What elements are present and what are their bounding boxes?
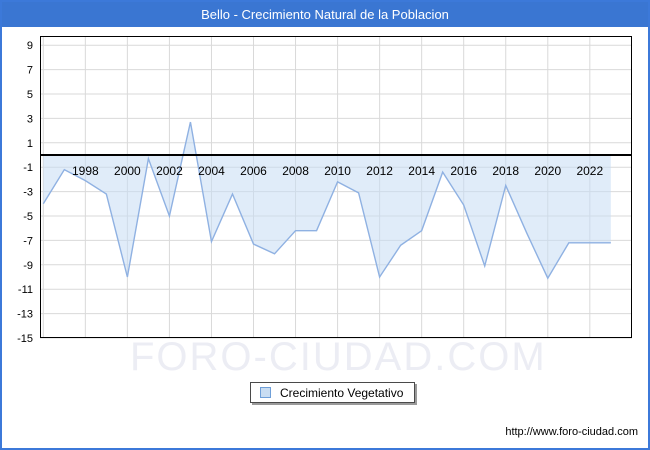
x-tick-label: 2016 (450, 164, 477, 178)
y-tick-label: -13 (17, 309, 33, 321)
x-tick-label: 2014 (408, 164, 435, 178)
series-area (43, 122, 611, 279)
x-tick-label: 2006 (240, 164, 267, 178)
y-tick-label: -7 (23, 235, 33, 247)
x-tick-label: 2002 (156, 164, 183, 178)
x-tick-label: 2022 (576, 164, 603, 178)
y-tick-label: 7 (27, 65, 33, 77)
x-tick-label: 2020 (534, 164, 561, 178)
x-tick-label: 2008 (282, 164, 309, 178)
legend-label: Crecimiento Vegetativo (280, 385, 404, 400)
title-bar: Bello - Crecimiento Natural de la Poblac… (2, 2, 648, 27)
y-tick-label: -11 (18, 284, 33, 296)
y-tick-label: -3 (23, 187, 33, 199)
x-tick-label: 1998 (72, 164, 99, 178)
y-tick-label: 3 (27, 113, 33, 125)
footer-url[interactable]: http://www.foro-ciudad.com (505, 426, 638, 438)
legend-item[interactable]: Crecimiento Vegetativo (250, 382, 416, 403)
x-tick-label: 2000 (114, 164, 141, 178)
y-tick-label: -15 (17, 333, 33, 345)
plot-frame (40, 36, 632, 338)
y-tick-label: 5 (27, 89, 33, 101)
x-tick-label: 2004 (198, 164, 225, 178)
x-tick-label: 2018 (492, 164, 519, 178)
y-tick-label: -5 (23, 211, 33, 223)
x-tick-label: 2010 (324, 164, 351, 178)
legend-checkbox-icon[interactable] (260, 387, 271, 398)
y-tick-label: -1 (23, 162, 33, 174)
page-title: Bello - Crecimiento Natural de la Poblac… (201, 7, 449, 22)
series-line (42, 121, 611, 280)
y-tick-label: 9 (27, 40, 33, 52)
x-tick-label: 2012 (366, 164, 393, 178)
y-tick-label: -9 (23, 260, 33, 272)
y-tick-label: 1 (27, 138, 33, 150)
